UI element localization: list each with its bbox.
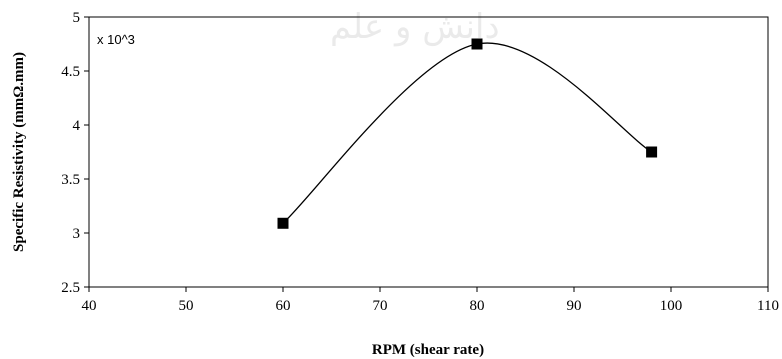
y-axis-ticks: 2.5 3 3.5 4 4.5 5 <box>61 10 89 296</box>
data-point-marker <box>471 38 483 50</box>
x-tick-label: 110 <box>757 298 779 314</box>
x-tick-label: 60 <box>276 298 291 314</box>
x-tick-label: 70 <box>373 298 388 314</box>
x-tick-label: 80 <box>470 298 485 314</box>
data-point-marker <box>646 146 658 158</box>
y-tick-label: 2.5 <box>61 280 80 296</box>
scale-annotation: x 10^3 <box>97 32 135 47</box>
x-axis-ticks: 40 50 60 70 80 90 100 110 <box>82 287 779 314</box>
plot-area <box>88 16 769 288</box>
series-markers <box>277 38 658 229</box>
y-tick-label: 4.5 <box>61 64 80 80</box>
y-tick-label: 3 <box>73 226 81 242</box>
y-tick-label: 4 <box>73 118 81 134</box>
y-axis-title: Specific Resistivity (mmΩ.mm) <box>11 52 27 252</box>
x-axis-title: RPM (shear rate) <box>372 342 484 358</box>
x-tick-label: 90 <box>567 298 582 314</box>
background-watermark: ﺩﺍﻧﺶ ﻭ ﻋﻠﻢ <box>330 7 500 47</box>
x-tick-label: 40 <box>82 298 97 314</box>
x-tick-label: 50 <box>179 298 194 314</box>
series-curve <box>282 42 652 224</box>
y-tick-label: 5 <box>73 10 81 26</box>
data-point-marker <box>277 217 289 229</box>
x-tick-label: 100 <box>660 298 683 314</box>
y-tick-label: 3.5 <box>61 172 80 188</box>
